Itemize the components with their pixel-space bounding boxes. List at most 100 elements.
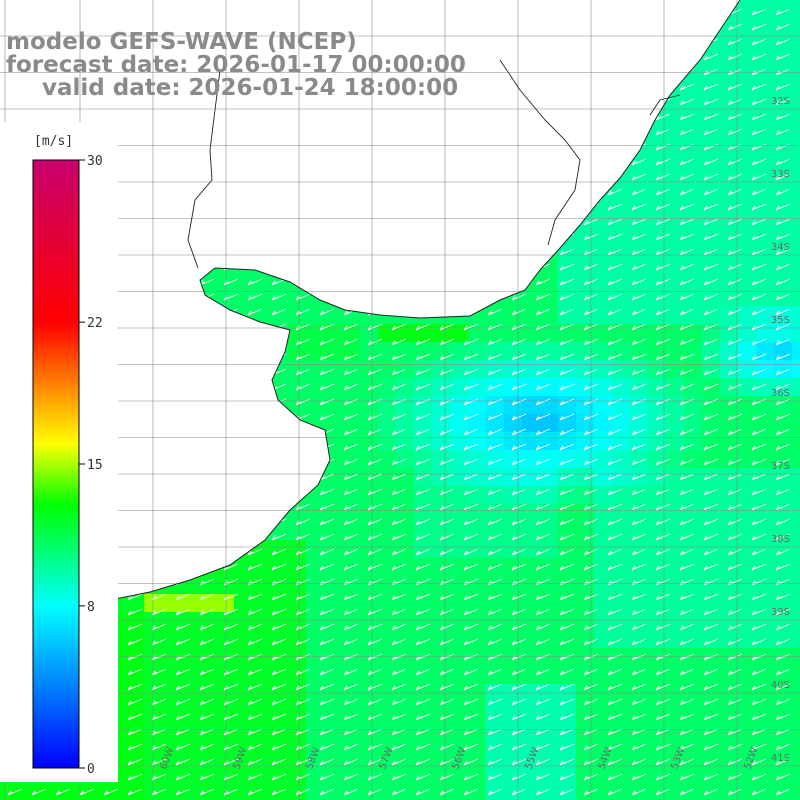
speed-cell — [468, 504, 487, 523]
wind-arrow — [727, 623, 743, 631]
speed-cell — [594, 756, 613, 775]
wind-arrow — [415, 743, 431, 751]
wind-arrow — [511, 488, 527, 496]
speed-cell — [648, 486, 667, 505]
speed-cell — [738, 54, 757, 73]
wind-arrow — [511, 758, 527, 766]
speed-cell — [396, 522, 415, 541]
speed-cell — [666, 234, 685, 253]
wind-arrow — [391, 578, 407, 586]
speed-cell — [324, 612, 343, 631]
wind-arrow — [439, 518, 455, 526]
speed-cell — [684, 612, 703, 631]
speed-cell — [792, 144, 800, 163]
speed-cell — [378, 612, 397, 631]
wind-arrow — [511, 458, 527, 466]
wind-arrow — [127, 758, 143, 766]
wind-arrow — [271, 788, 287, 796]
wind-arrow — [511, 308, 527, 316]
wind-arrow — [703, 368, 719, 376]
speed-cell — [378, 324, 397, 343]
wind-arrow — [439, 578, 455, 586]
wind-arrow — [199, 743, 215, 751]
speed-cell — [270, 792, 289, 800]
speed-cell — [180, 594, 199, 613]
speed-cell — [648, 288, 667, 307]
wind-arrow — [511, 638, 527, 646]
speed-cell — [450, 738, 469, 757]
wind-arrow — [439, 548, 455, 556]
speed-cell — [612, 234, 631, 253]
speed-cell — [306, 396, 325, 415]
wind-arrow — [199, 653, 215, 661]
speed-cell — [432, 576, 451, 595]
wind-arrow — [751, 788, 767, 796]
wind-arrow — [751, 413, 767, 421]
speed-cell — [594, 558, 613, 577]
wind-arrow — [391, 488, 407, 496]
wind-arrow — [727, 608, 743, 616]
speed-cell — [540, 504, 559, 523]
wind-arrow — [751, 728, 767, 736]
wind-arrow — [655, 728, 671, 736]
speed-cell — [324, 648, 343, 667]
wind-arrow — [535, 338, 551, 346]
speed-cell — [432, 792, 451, 800]
speed-cell — [378, 666, 397, 685]
speed-cell — [792, 324, 800, 343]
speed-cell — [792, 414, 800, 433]
speed-cell — [594, 270, 613, 289]
wind-arrow — [391, 668, 407, 676]
wind-arrow — [415, 488, 431, 496]
wind-arrow — [751, 158, 767, 166]
wind-arrow — [751, 458, 767, 466]
wind-arrow — [607, 683, 623, 691]
wind-arrow — [631, 458, 647, 466]
wind-arrow — [559, 353, 575, 361]
speed-cell — [378, 432, 397, 451]
wind-arrow — [703, 353, 719, 361]
speed-cell — [504, 378, 523, 397]
latitude-label: 32S — [771, 96, 790, 107]
speed-cell — [720, 432, 739, 451]
wind-arrow — [751, 203, 767, 211]
wind-arrow — [415, 698, 431, 706]
speed-cell — [738, 540, 757, 559]
speed-cell — [288, 648, 307, 667]
wind-arrow — [727, 593, 743, 601]
speed-cell — [450, 504, 469, 523]
wind-arrow — [703, 488, 719, 496]
wind-arrow — [463, 563, 479, 571]
wind-arrow — [439, 368, 455, 376]
title-valid-date: valid date: 2026-01-24 18:00:00 — [42, 75, 459, 101]
wind-arrow — [127, 593, 143, 601]
latitude-label: 36S — [771, 388, 790, 399]
wind-arrow — [319, 548, 335, 556]
speed-cell — [324, 738, 343, 757]
wind-arrow — [391, 518, 407, 526]
wind-arrow — [319, 608, 335, 616]
speed-cell — [216, 612, 235, 631]
wind-arrow — [343, 698, 359, 706]
wind-arrow — [535, 488, 551, 496]
wind-arrow — [367, 788, 383, 796]
speed-cell — [432, 540, 451, 559]
wind-arrow — [775, 728, 791, 736]
wind-arrow — [775, 443, 791, 451]
speed-cell — [648, 450, 667, 469]
wind-arrow — [775, 158, 791, 166]
wind-arrow — [703, 203, 719, 211]
speed-cell — [450, 648, 469, 667]
wind-arrow — [679, 743, 695, 751]
wind-arrow — [175, 698, 191, 706]
latitude-label: 34S — [771, 242, 790, 253]
speed-cell — [288, 666, 307, 685]
wind-arrow — [247, 623, 263, 631]
speed-cell — [576, 360, 595, 379]
wind-arrow — [175, 758, 191, 766]
wind-arrow — [607, 608, 623, 616]
speed-cell — [738, 180, 757, 199]
wind-arrow — [607, 383, 623, 391]
wind-arrow — [775, 143, 791, 151]
